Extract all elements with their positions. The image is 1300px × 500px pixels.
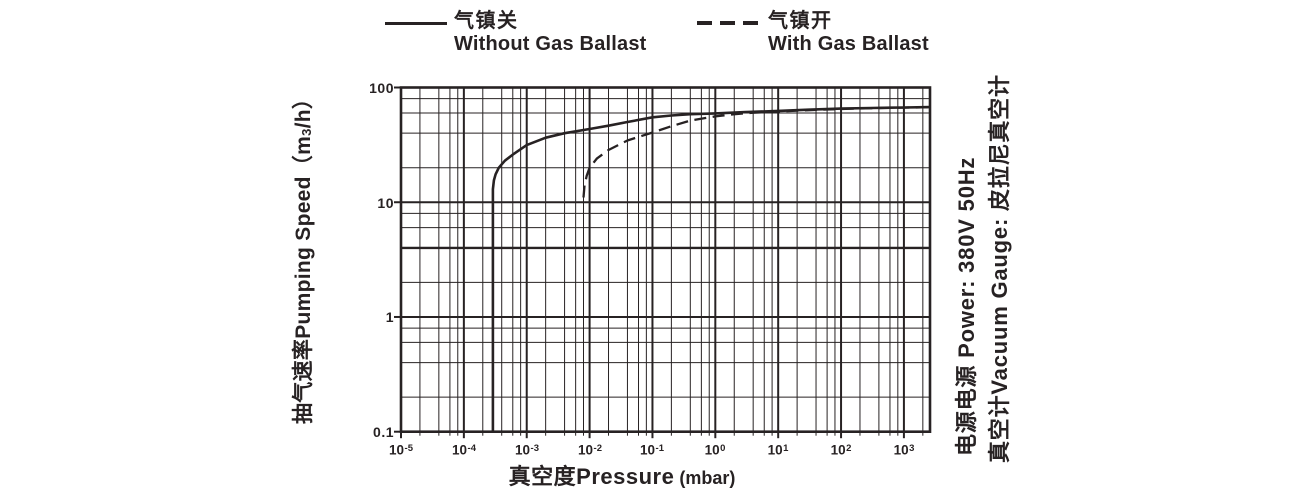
x-tick-1e0: 100 bbox=[704, 442, 726, 458]
x-tick-1e-2: 10-2 bbox=[578, 442, 602, 458]
x-tick-1e-3: 10-3 bbox=[515, 442, 539, 458]
legend-label-en-without: Without Gas Ballast bbox=[454, 33, 647, 55]
x-tick-1e-4: 10-4 bbox=[452, 442, 476, 458]
legend-item-without-gas-ballast: 气镇关 Without Gas Ballast bbox=[454, 9, 647, 55]
vacuum-gauge-note: 真空计Vacuum Gauge: 皮拉尼真空计 bbox=[987, 74, 1012, 463]
y-tick-100: 100 bbox=[369, 80, 394, 96]
y-tick-10: 10 bbox=[377, 195, 394, 211]
legend-label-en-with: With Gas Ballast bbox=[768, 33, 929, 55]
x-tick-1e-1: 10-1 bbox=[640, 442, 664, 458]
power-note: 电源电源 Power: 380V 50Hz bbox=[954, 156, 979, 456]
solid-line-sample bbox=[385, 22, 447, 25]
y-axis-title-en: Pumping Speed bbox=[292, 176, 315, 339]
x-axis-title: 真空度Pressure (mbar) bbox=[470, 459, 774, 491]
x-axis-unit: (mbar) bbox=[679, 468, 736, 488]
x-axis-title-cn: 真空度 bbox=[508, 464, 577, 489]
legend-label-cn-without: 气镇关 bbox=[454, 10, 519, 32]
x-tick-1e2: 102 bbox=[830, 442, 852, 458]
legend-item-with-gas-ballast: 气镇开 With Gas Ballast bbox=[768, 9, 929, 55]
y-axis-title: 抽气速率Pumping Speed（m3/h） bbox=[287, 88, 317, 424]
x-tick-1e1: 101 bbox=[767, 442, 789, 458]
x-tick-1e-5: 10-5 bbox=[389, 442, 413, 458]
x-axis-title-en: Pressure bbox=[576, 464, 675, 489]
y-tick-1: 1 bbox=[385, 309, 394, 325]
dashed-line-sample bbox=[697, 21, 765, 25]
y-axis-unit: （m3/h） bbox=[292, 87, 315, 177]
y-axis-title-cn: 抽气速率 bbox=[292, 338, 315, 424]
y-tick-0.1: 0.1 bbox=[373, 424, 394, 440]
x-tick-1e3: 103 bbox=[893, 442, 915, 458]
legend-label-cn-with: 气镇开 bbox=[768, 10, 833, 32]
